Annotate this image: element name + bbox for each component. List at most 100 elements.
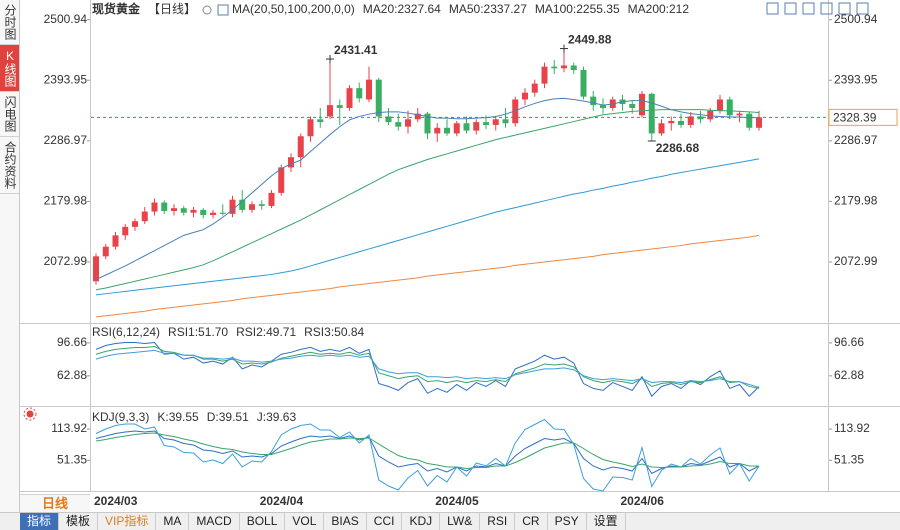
legend-entry: RSI1:51.70: [168, 325, 228, 339]
candle-body: [268, 192, 275, 206]
candle-body: [697, 116, 704, 120]
candle-body: [668, 120, 675, 124]
candle-body: [444, 127, 450, 134]
legend-entry: MA100:2255.35: [535, 2, 620, 16]
candle-body: [541, 66, 548, 84]
candle-body: [600, 105, 606, 108]
toolbar-item[interactable]: PSY: [548, 513, 587, 530]
y-tick-label: 2072.99: [834, 254, 878, 268]
side-tab[interactable]: 合约资料: [0, 137, 19, 194]
side-tabs: 分时图 K线图 闪电图 合约资料: [0, 0, 20, 512]
series-line: [95, 430, 760, 475]
candle-body: [492, 119, 499, 125]
series-line: [95, 109, 760, 291]
series-line: [95, 234, 760, 318]
side-tab[interactable]: 分时图: [0, 0, 19, 45]
candle-body: [375, 79, 382, 117]
legend-entry: RSI3:50.84: [304, 325, 364, 339]
icon[interactable]: [820, 2, 833, 15]
side-tab[interactable]: K线图: [0, 45, 19, 92]
current-price-tag: [828, 108, 898, 126]
panel-title: KDJ(9,3,3): [92, 410, 149, 424]
icon[interactable]: [23, 407, 37, 421]
candle-body: [648, 93, 655, 134]
legend-entry: K:39.55: [157, 410, 199, 424]
candle-body: [395, 122, 402, 127]
candle-body: [726, 99, 733, 116]
candle-body: [561, 65, 567, 69]
side-tab[interactable]: 闪电图: [0, 92, 19, 137]
toolbar-item[interactable]: VIP指标: [98, 513, 157, 530]
candle-body: [678, 120, 684, 125]
y-tick-label: 2286.97: [834, 133, 878, 147]
toolbar-item[interactable]: MACD: [189, 513, 240, 530]
candle-body: [590, 96, 597, 106]
icon[interactable]: [784, 2, 797, 15]
toolbar-item[interactable]: VOL: [285, 513, 325, 530]
y-tick-label: 2500.94: [44, 12, 88, 26]
toolbar-item[interactable]: RSI: [480, 513, 516, 530]
candle-body: [434, 127, 441, 134]
toolbar-item[interactable]: CR: [515, 513, 548, 530]
candle-body: [522, 92, 528, 100]
icon[interactable]: [856, 2, 869, 15]
candle-body: [414, 113, 421, 120]
trough-label: 2286.68: [656, 141, 700, 155]
candle-body: [327, 105, 333, 117]
toolbar-item[interactable]: BOLL: [240, 513, 286, 530]
toolbar-icons[interactable]: [766, 2, 869, 15]
period-label[interactable]: 日线: [20, 494, 90, 513]
candle-body: [473, 122, 480, 131]
candle-body: [229, 199, 236, 214]
candle-body: [746, 113, 753, 128]
settings-icon[interactable]: [23, 407, 37, 421]
y-tick-label: 2393.95: [44, 72, 88, 86]
toolbar-item[interactable]: 模板: [59, 513, 99, 530]
indicator-toolbar: 指标 模板 VIP指标 MA MACD BOLL VOL BIAS CCI KDJ LW& RSI CR…: [0, 512, 900, 530]
candle-body: [180, 208, 187, 213]
current-price-label: 2328.39: [833, 111, 877, 125]
series-line: [95, 158, 760, 296]
series-line: [95, 97, 759, 280]
icon[interactable]: [838, 2, 851, 15]
candle-body: [717, 99, 723, 111]
series-line: [95, 345, 760, 389]
candle-body: [463, 123, 470, 131]
candle-body: [278, 167, 285, 193]
toolbar-item[interactable]: 设置: [587, 513, 626, 530]
icon[interactable]: [26, 410, 34, 418]
y-tick-label: 96.66: [57, 335, 87, 349]
y-tick-label: 2179.98: [834, 194, 878, 208]
toolbar-item[interactable]: 指标: [20, 513, 60, 530]
icon[interactable]: [802, 2, 815, 15]
candle-body: [132, 221, 138, 227]
candle-body: [93, 256, 99, 282]
candle-body: [512, 99, 519, 124]
candle-body: [356, 88, 363, 99]
candle-body: [580, 70, 587, 97]
candle-body: [219, 212, 226, 214]
x-tick-label: 2024/04: [260, 494, 304, 508]
y-tick-label: 62.88: [834, 368, 864, 382]
toolbar-item[interactable]: BIAS: [324, 513, 367, 530]
peak-label: 2431.41: [334, 43, 378, 57]
candle-body: [307, 119, 314, 137]
candle-body: [288, 157, 294, 168]
x-tick-label: 2024/03: [94, 494, 138, 508]
candle-body: [385, 116, 392, 123]
toolbar-item[interactable]: LW&: [440, 513, 481, 530]
candle-body: [502, 119, 509, 124]
candle-body: [210, 212, 216, 215]
toolbar-item[interactable]: MA: [156, 513, 190, 530]
add-icon: [202, 5, 212, 15]
icon[interactable]: [766, 2, 779, 15]
y-tick-label: 113.92: [834, 421, 870, 435]
legend-entry: RSI2:49.71: [236, 325, 296, 339]
toolbar-item[interactable]: KDJ: [402, 513, 441, 530]
candle-body: [102, 246, 109, 257]
y-tick-label: 2286.97: [44, 133, 88, 147]
x-tick-label: 2024/06: [621, 494, 665, 508]
y-tick-label: 2179.98: [44, 194, 88, 208]
toolbar-item[interactable]: CCI: [367, 513, 403, 530]
